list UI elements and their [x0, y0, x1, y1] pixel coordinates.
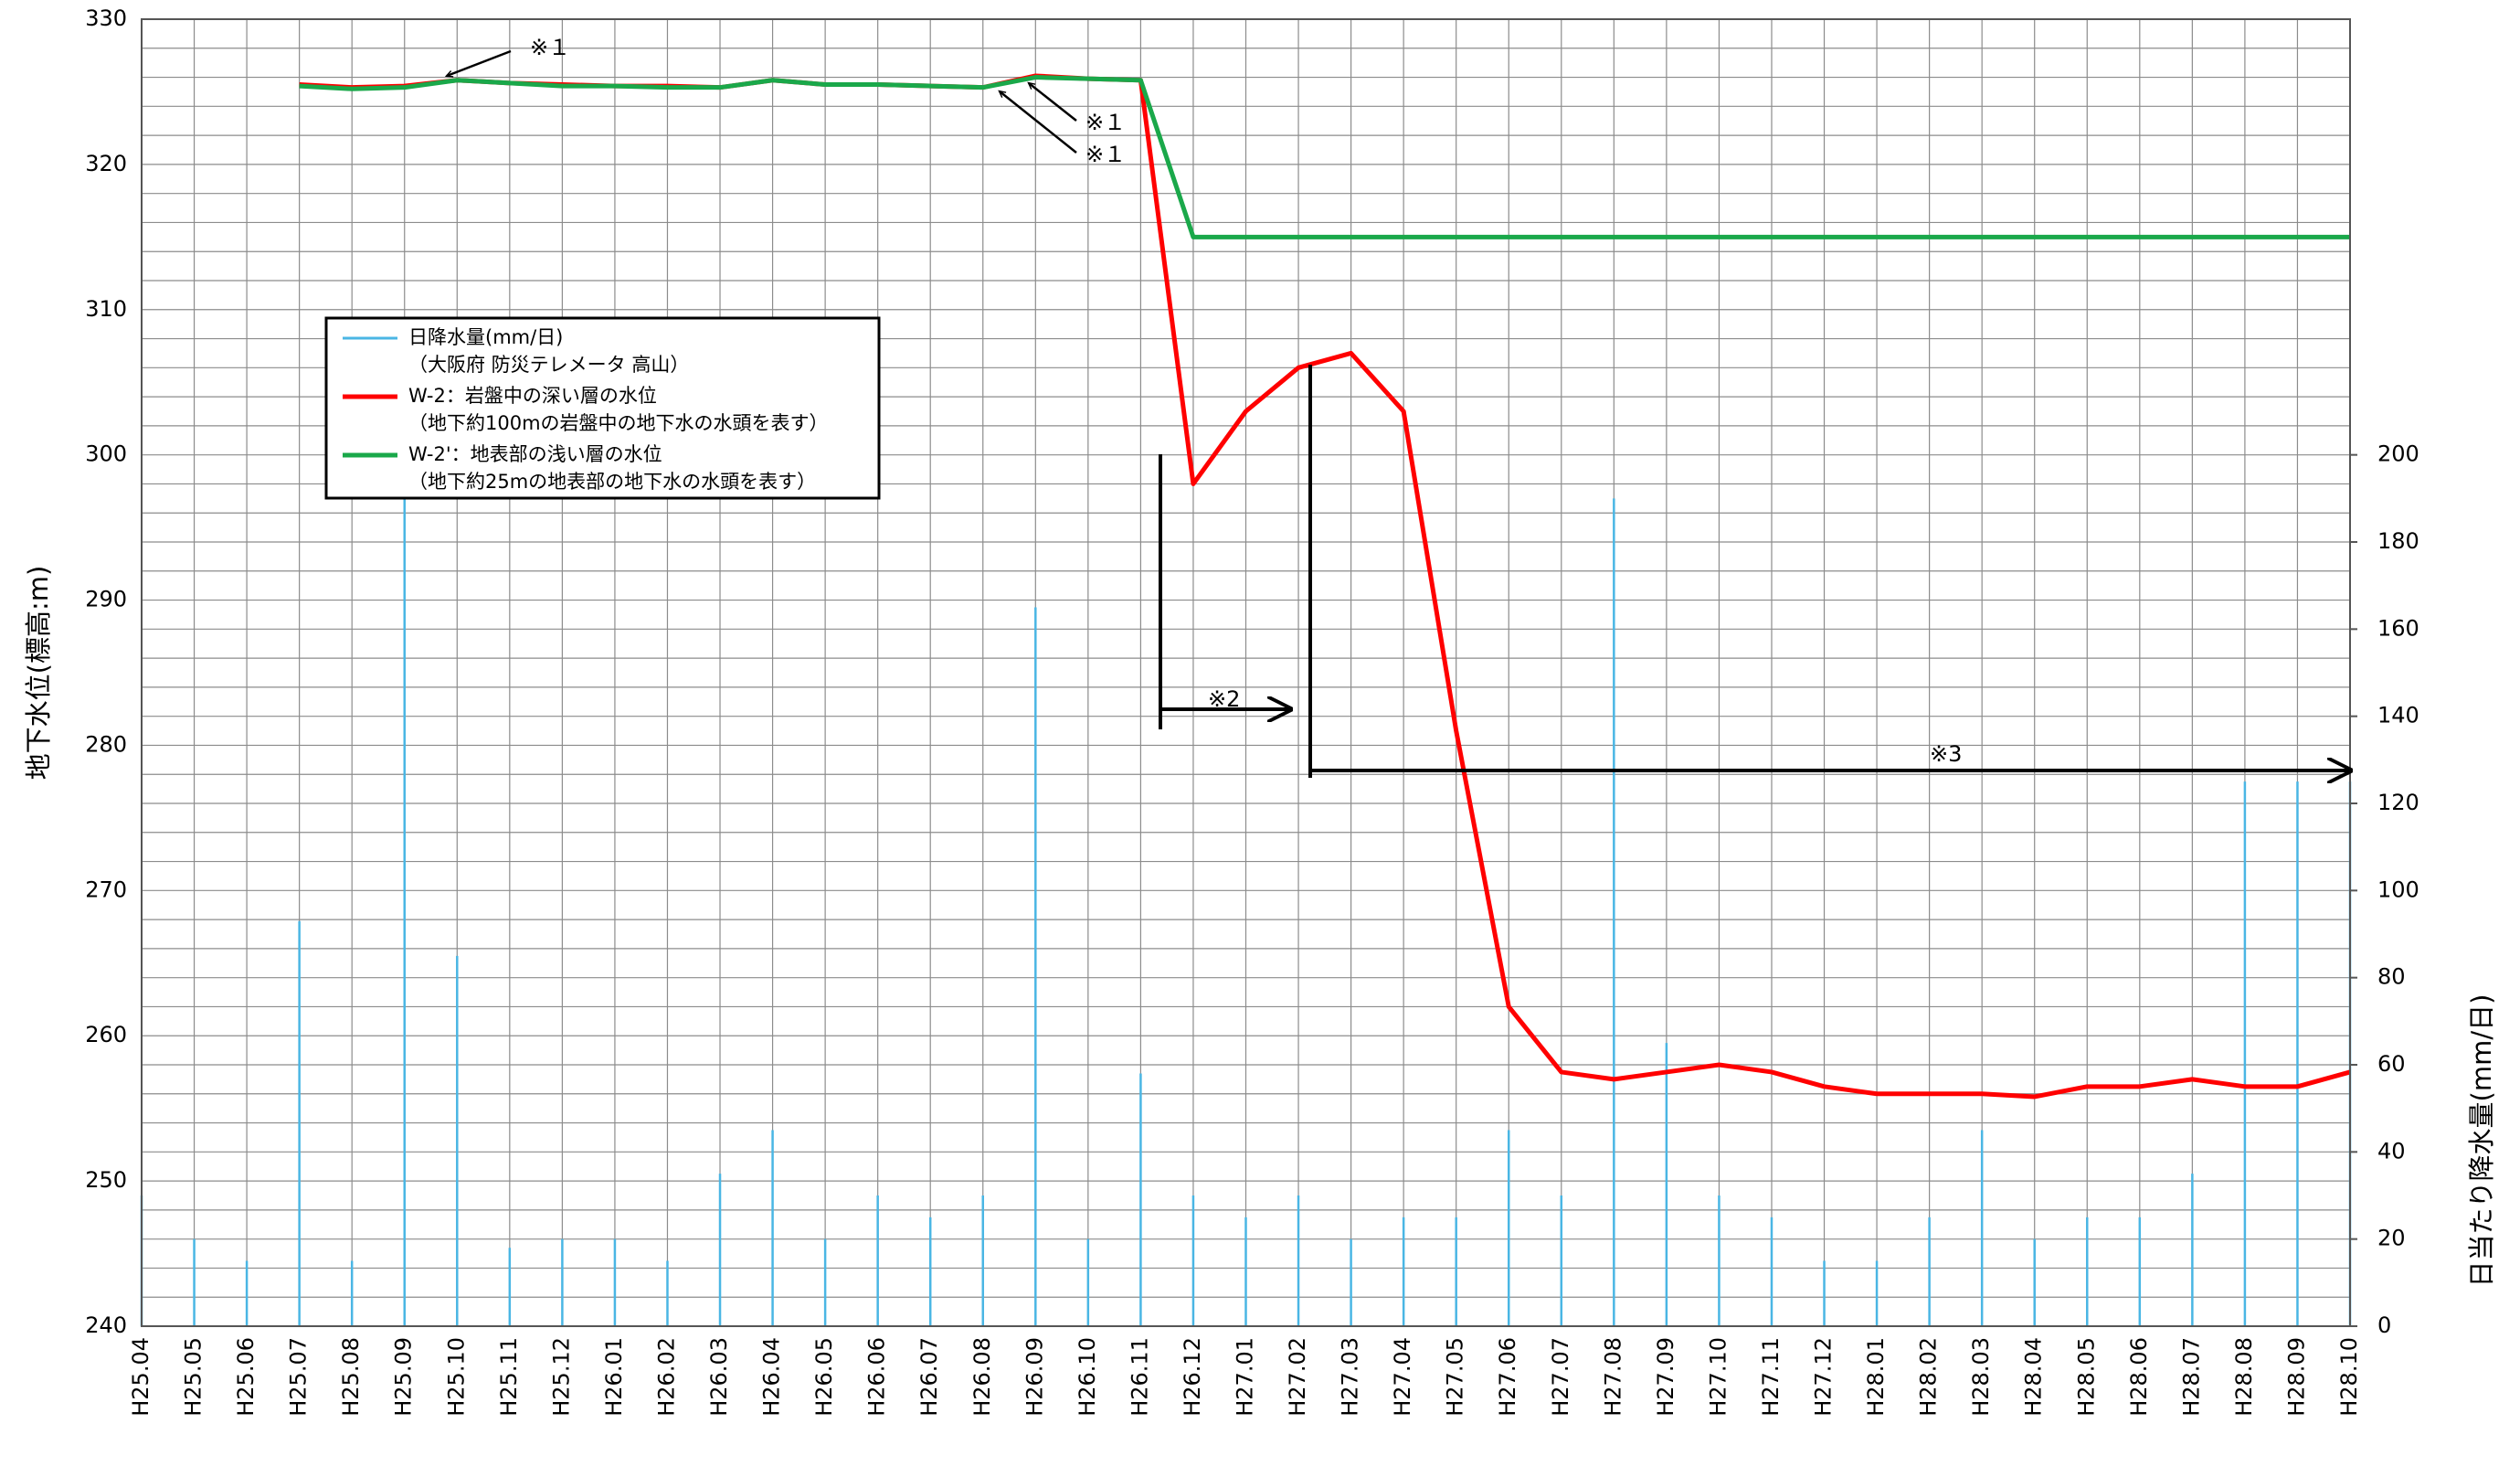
- y-tick-label: 300: [85, 441, 127, 467]
- x-tick-label: H27.08: [1600, 1337, 1625, 1417]
- x-tick-label: H28.10: [2336, 1337, 2362, 1417]
- y2-tick-label: 80: [2377, 964, 2406, 990]
- x-tick-label: H25.05: [181, 1337, 206, 1417]
- x-tick-label: H27.11: [1758, 1337, 1784, 1417]
- x-tick-label: H25.10: [443, 1337, 469, 1417]
- y2-tick-label: 20: [2377, 1226, 2406, 1251]
- annotation: ※3: [1930, 741, 1962, 767]
- y-tick-label: 240: [85, 1312, 127, 1338]
- x-tick-label: H27.12: [1811, 1337, 1837, 1417]
- x-tick-label: H27.03: [1338, 1337, 1363, 1417]
- y2-tick-label: 180: [2377, 528, 2419, 554]
- y2-tick-label: 160: [2377, 615, 2419, 641]
- y2-tick-label: 100: [2377, 877, 2419, 902]
- legend: 日降水量(mm/日) （大阪府 防災テレメータ 高山） W-2：岩盤中の深い層の水位…: [324, 316, 881, 500]
- grid: [141, 18, 2351, 1327]
- legend-label: W-2'：地表部の浅い層の水位: [408, 443, 662, 465]
- x-tick-label: H27.10: [1705, 1337, 1731, 1417]
- x-tick-label: H26.06: [864, 1337, 890, 1417]
- legend-note: （大阪府 防災テレメータ 高山）: [408, 354, 689, 376]
- y2-tick-label: 60: [2377, 1051, 2406, 1077]
- legend-label: W-2：岩盤中の深い層の水位: [408, 385, 657, 407]
- x-tick-label: H28.02: [1916, 1337, 1942, 1417]
- x-tick-label: H28.07: [2178, 1337, 2204, 1417]
- x-tick-label: H27.09: [1653, 1337, 1678, 1417]
- legend-note: （地下約100mの岩盤中の地下水の水頭を表す）: [408, 412, 829, 434]
- y-tick-label: 320: [85, 151, 127, 176]
- x-tick-label: H25.09: [391, 1337, 417, 1417]
- x-tick-label: H26.05: [811, 1337, 837, 1417]
- x-tick-label: H26.11: [1127, 1337, 1152, 1417]
- annotations: ※１ ※１ ※１ ※2 ※3: [444, 35, 2350, 778]
- x-tick-label: H25.04: [128, 1337, 154, 1417]
- x-tick-label: H28.03: [1968, 1337, 1994, 1417]
- x-tick-label: H28.06: [2126, 1337, 2152, 1417]
- x-tick-label: H27.04: [1390, 1337, 1415, 1417]
- x-tick-label: H28.08: [2231, 1337, 2257, 1417]
- y2-tick-label: 140: [2377, 703, 2419, 728]
- x-tick-label: H26.09: [1022, 1337, 1047, 1417]
- annotation-arrow: [1027, 81, 1077, 122]
- legend-note: （地下約25mの地表部の地下水の水頭を表す）: [408, 471, 816, 493]
- x-tick-label: H27.06: [1495, 1337, 1520, 1417]
- lines: [299, 73, 2351, 1100]
- annotation: ※１: [1085, 142, 1126, 167]
- y-tick-label: 310: [85, 296, 127, 322]
- x-tick-label: H27.07: [1548, 1337, 1573, 1417]
- x-tick-label: H26.04: [759, 1337, 785, 1417]
- x-tick-label: H27.05: [1443, 1337, 1468, 1417]
- x-tick-label: H27.02: [1285, 1337, 1310, 1417]
- y2-tick-label: 0: [2377, 1312, 2391, 1338]
- y2-tick-label: 120: [2377, 790, 2419, 815]
- y2-axis-title: 日当たり降水量(mm/日): [2466, 994, 2497, 1288]
- annotation-arrow: [998, 90, 1077, 154]
- line-series: [299, 73, 2351, 1100]
- annotation: ※2: [1208, 686, 1240, 712]
- x-tick-label: H28.01: [1863, 1337, 1889, 1417]
- x-tick-label: H25.12: [548, 1337, 574, 1417]
- x-tick-label: H25.07: [286, 1337, 312, 1417]
- y-tick-label: 260: [85, 1022, 127, 1047]
- legend-box: [324, 316, 881, 500]
- x-tick-label: H28.05: [2073, 1337, 2099, 1417]
- x-tick-label: H26.02: [653, 1337, 679, 1417]
- y2-tick-label: 40: [2377, 1138, 2406, 1164]
- x-tick-label: H25.08: [338, 1337, 364, 1417]
- annotation-arrow: [444, 49, 512, 78]
- x-tick-label: H25.11: [496, 1337, 522, 1417]
- y-axis-title: 地下水位(標高:m): [23, 566, 54, 781]
- x-tick-label: H26.08: [969, 1337, 995, 1417]
- y-tick-label: 250: [85, 1167, 127, 1193]
- x-tick-label: H26.03: [706, 1337, 732, 1417]
- y-tick-label: 290: [85, 587, 127, 612]
- x-tick-label: H28.04: [2021, 1337, 2047, 1417]
- x-tick-label: H26.10: [1075, 1337, 1100, 1417]
- x-tick-label: H26.12: [1180, 1337, 1205, 1417]
- x-tick-label: H26.07: [916, 1337, 942, 1417]
- line-series: [299, 75, 2350, 239]
- y2-tick-label: 200: [2377, 441, 2419, 467]
- legend-label: 日降水量(mm/日): [408, 326, 563, 348]
- y-tick-label: 330: [85, 5, 127, 31]
- x-tick-label: H25.06: [233, 1337, 259, 1417]
- y-tick-label: 270: [85, 877, 127, 902]
- y-tick-label: 280: [85, 731, 127, 757]
- plot-frame: [141, 18, 2351, 1327]
- annotation: ※１: [530, 35, 570, 60]
- x-tick-label: H26.01: [601, 1337, 627, 1417]
- x-tick-label: H27.01: [1233, 1337, 1258, 1417]
- annotation: ※１: [1085, 110, 1126, 135]
- x-tick-label: H28.09: [2283, 1337, 2309, 1417]
